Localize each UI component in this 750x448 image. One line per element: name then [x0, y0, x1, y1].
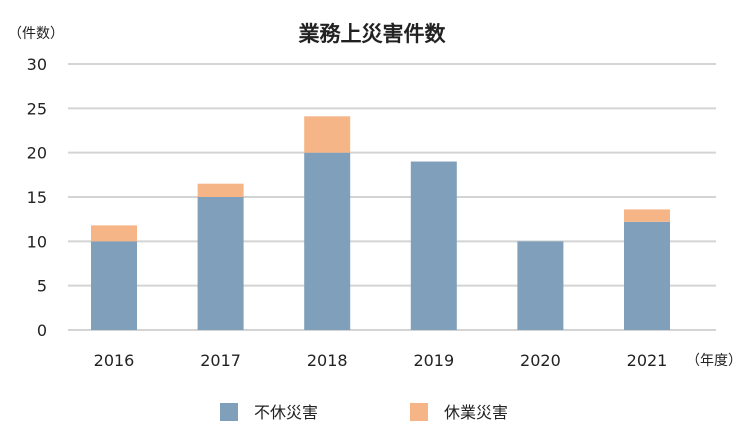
- x-tick-label-2017: 2017: [200, 351, 241, 370]
- y-tick-label-20: 20: [27, 144, 47, 163]
- bar-2018-series-1: [304, 152, 351, 330]
- chart-title: 業務上災害件数: [299, 22, 447, 46]
- x-tick-label-2019: 2019: [413, 351, 454, 370]
- bar-2016-series-1: [91, 241, 137, 330]
- bar-2017-series-2: [197, 183, 244, 197]
- legend-swatch-1: [220, 403, 238, 421]
- bar-2018-series-2: [304, 116, 351, 153]
- bar-2021-series-1: [624, 221, 670, 330]
- y-tick-label-15: 15: [27, 188, 47, 207]
- y-axis-ticks: 0 5 10 15 20 25 30: [27, 55, 47, 340]
- bar-2019-series-1: [410, 161, 457, 330]
- x-tick-label-2020: 2020: [520, 351, 561, 370]
- legend-label-2: 休業災害: [444, 403, 508, 422]
- legend: 不休災害 休業災害: [220, 403, 508, 422]
- x-tick-label-2016: 2016: [94, 351, 135, 370]
- x-axis-unit-label: （年度）: [686, 353, 742, 369]
- bars: [91, 116, 670, 330]
- x-tick-label-2018: 2018: [307, 351, 348, 370]
- legend-label-1: 不休災害: [254, 403, 318, 422]
- x-axis-ticks: 2016 2017 2018 2019 2020 2021: [94, 351, 668, 370]
- bar-2017-series-1: [197, 197, 244, 330]
- bar-2021-series-2: [624, 209, 670, 222]
- legend-swatch-2: [410, 403, 428, 421]
- y-axis-unit-label: （件数）: [8, 26, 64, 42]
- x-tick-label-2021: 2021: [627, 351, 668, 370]
- gridlines: [68, 63, 716, 331]
- y-tick-label-25: 25: [27, 99, 47, 118]
- bar-2016-series-2: [91, 225, 137, 242]
- y-tick-label-30: 30: [27, 55, 47, 74]
- bar-2020-series-1: [517, 241, 564, 330]
- y-tick-label-10: 10: [27, 232, 47, 251]
- y-tick-label-5: 5: [37, 277, 47, 296]
- y-tick-label-0: 0: [37, 321, 47, 340]
